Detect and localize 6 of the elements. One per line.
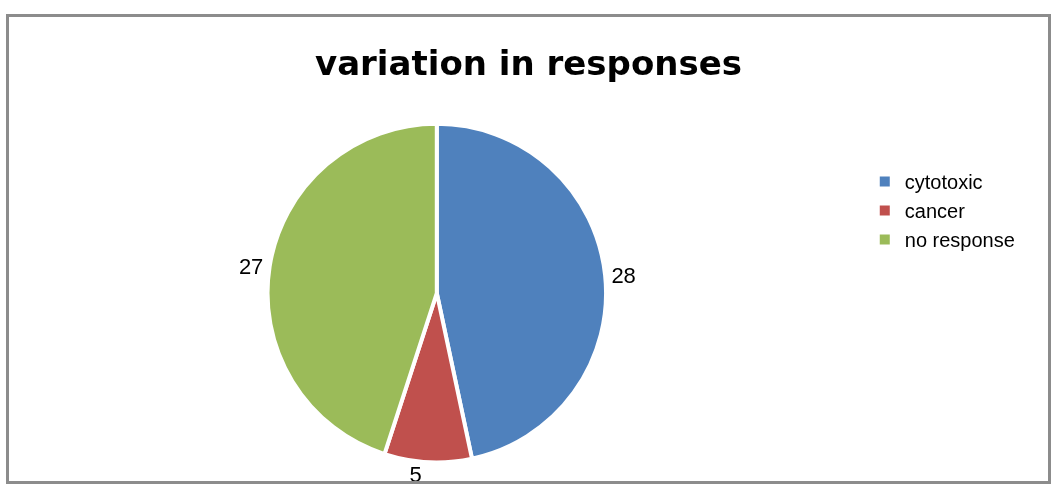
legend-label: cancer (904, 200, 966, 223)
chart-title: variation in responses (315, 43, 742, 84)
data-label: 27 (238, 253, 264, 279)
legend-label: no response (904, 229, 1015, 252)
data-label: 28 (611, 262, 636, 288)
legend-label: cytotoxic (904, 171, 983, 194)
